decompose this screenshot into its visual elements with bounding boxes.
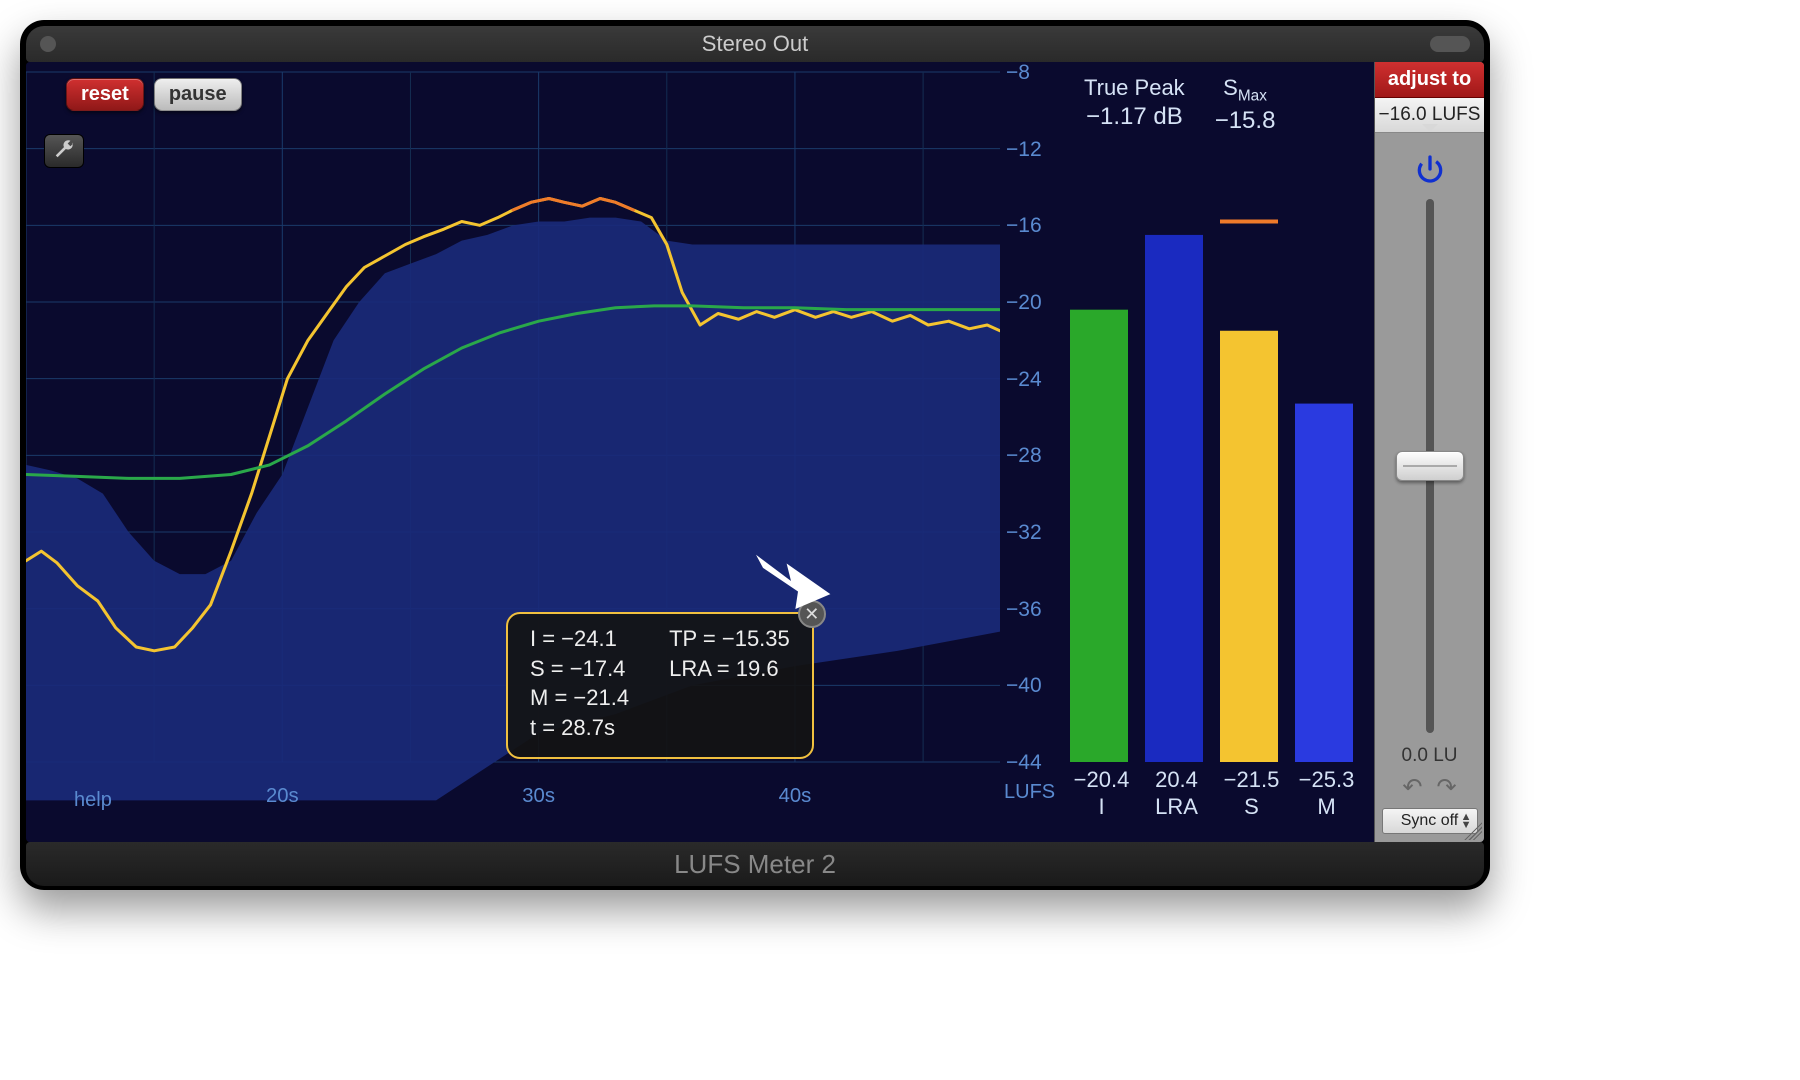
sync-dropdown-label: Sync off	[1401, 812, 1459, 830]
history-chart: 20s 30s 40s reset pause ✕ I = −24.1 S = −1…	[26, 62, 1000, 842]
tooltip-i: I = −24.1	[530, 624, 629, 654]
y-tick: −44	[1006, 751, 1042, 775]
y-tick: −8	[1006, 62, 1030, 85]
target-lufs-display[interactable]: −16.0 LUFS	[1375, 98, 1484, 133]
undo-button[interactable]: ↶	[1402, 773, 1422, 802]
meter-label-i: −20.4I	[1064, 767, 1139, 820]
window-titlebar: Stereo Out	[26, 26, 1484, 62]
meter-label-lra: 20.4LRA	[1139, 767, 1214, 820]
lufs-unit-label: LUFS	[1004, 781, 1055, 804]
tooltip-tp: TP = −15.35	[669, 624, 790, 654]
top-button-group: reset pause	[66, 78, 242, 111]
tooltip-lra: LRA = 19.6	[669, 654, 790, 684]
control-panel: adjust to −16.0 LUFS 0.0 LU ↶ ↷ Sync off…	[1374, 62, 1484, 842]
tooltip-t: t = 28.7s	[530, 713, 629, 743]
help-link[interactable]: help	[74, 789, 112, 812]
redo-button[interactable]: ↷	[1437, 773, 1457, 802]
resize-grip-icon[interactable]	[1464, 822, 1482, 840]
meters-panel: True Peak −1.17 dB SMax −15.8 −20.4I20.4…	[1064, 62, 1374, 842]
cursor-tooltip: ✕ I = −24.1 S = −17.4 M = −21.4 t = 28.7…	[506, 612, 814, 759]
svg-text:40s: 40s	[779, 785, 812, 807]
meter-label-s: −21.5S	[1214, 767, 1289, 820]
gain-readout: 0.0 LU	[1402, 745, 1458, 767]
gain-slider-thumb[interactable]	[1396, 451, 1464, 481]
pause-button[interactable]: pause	[154, 78, 242, 111]
pointer-arrow-icon	[746, 546, 836, 616]
svg-text:20s: 20s	[266, 785, 299, 807]
wrench-icon	[53, 138, 75, 165]
titlebar-pill	[1430, 36, 1470, 52]
settings-button[interactable]	[44, 134, 84, 168]
plugin-window: Stereo Out 20s30s40s reset pause ✕	[20, 20, 1490, 890]
meter-bars	[1064, 62, 1364, 842]
adjust-to-button[interactable]: adjust to	[1375, 62, 1484, 98]
y-tick: −24	[1006, 368, 1042, 392]
tooltip-s: S = −17.4	[530, 654, 629, 684]
reset-button[interactable]: reset	[66, 78, 144, 111]
power-icon[interactable]	[1414, 153, 1446, 185]
meter-label-m: −25.3M	[1289, 767, 1364, 820]
y-tick: −20	[1006, 291, 1042, 315]
meter-bar-labels: −20.4I20.4LRA−21.5S−25.3M	[1064, 767, 1374, 820]
y-tick: −32	[1006, 521, 1042, 545]
plugin-footer: LUFS Meter 2	[26, 842, 1484, 886]
undo-redo-group: ↶ ↷	[1402, 773, 1456, 802]
y-tick: −28	[1006, 444, 1042, 468]
y-axis-labels: LUFS −8 −12 −16 −20 −24 −28 −32 −36 −40 −44	[1000, 62, 1064, 842]
window-title: Stereo Out	[702, 31, 808, 57]
gain-slider-track[interactable]	[1426, 199, 1434, 733]
y-tick: −40	[1006, 674, 1042, 698]
y-tick: −12	[1006, 138, 1042, 162]
plugin-name-label: LUFS Meter 2	[674, 849, 836, 880]
y-tick: −16	[1006, 214, 1042, 238]
titlebar-dot	[40, 36, 56, 52]
y-tick: −36	[1006, 598, 1042, 622]
tooltip-m: M = −21.4	[530, 683, 629, 713]
plugin-content: 20s 30s 40s reset pause ✕ I = −24.1 S = −1…	[26, 62, 1484, 842]
svg-text:30s: 30s	[522, 785, 555, 807]
